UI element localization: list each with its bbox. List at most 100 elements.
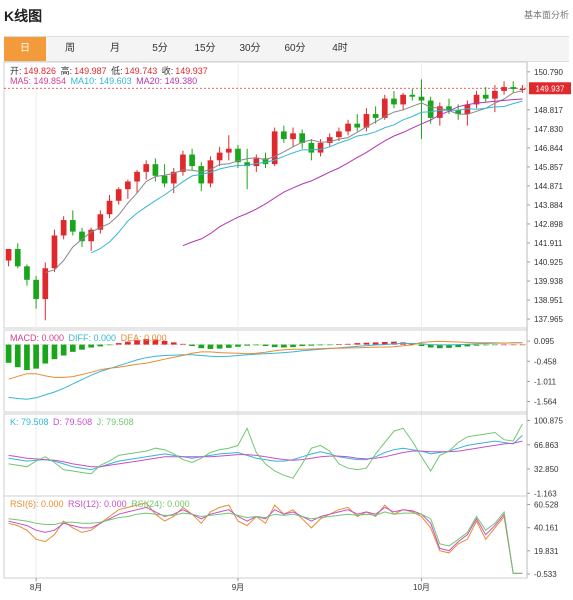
candle-body[interactable] <box>51 235 58 269</box>
candle-body[interactable] <box>69 220 76 232</box>
macd-tick-label: -0.458 <box>534 357 557 366</box>
candle-body[interactable] <box>409 94 416 97</box>
candle-body[interactable] <box>354 123 361 128</box>
candle-body[interactable] <box>308 142 315 153</box>
macd-bar <box>51 344 58 360</box>
tab-5min[interactable]: 5分 <box>152 43 168 54</box>
candle-body[interactable] <box>381 98 388 118</box>
candle-body[interactable] <box>79 231 85 242</box>
candle-body[interactable] <box>492 90 498 99</box>
kdj-tick-label: 100.875 <box>534 417 563 426</box>
candle-body[interactable] <box>180 154 186 172</box>
macd-bar <box>290 344 296 348</box>
price-tick-label: 147.830 <box>534 125 563 134</box>
candle-body[interactable] <box>317 142 324 153</box>
ma20-legend: MA20: 149.380 <box>136 76 198 86</box>
candle-body[interactable] <box>189 154 195 167</box>
macd-bar <box>161 340 168 345</box>
candle-body[interactable] <box>363 114 370 128</box>
rsi-tick-label: 40.161 <box>534 524 559 533</box>
candle-body[interactable] <box>97 214 104 230</box>
candle-body[interactable] <box>5 248 12 261</box>
candle-body[interactable] <box>281 131 287 140</box>
candle-body[interactable] <box>473 94 480 105</box>
tab-week[interactable]: 周 <box>65 43 75 54</box>
candle-body[interactable] <box>290 133 296 140</box>
macd-bar <box>381 342 388 345</box>
candle-body[interactable] <box>225 148 232 153</box>
candle-body[interactable] <box>345 123 351 132</box>
macd-bar <box>354 343 361 345</box>
candle-body[interactable] <box>106 200 113 215</box>
candle-body[interactable] <box>42 268 49 300</box>
candle-body[interactable] <box>198 166 205 184</box>
candle-body[interactable] <box>253 158 260 167</box>
candle-body[interactable] <box>455 110 462 115</box>
candle-body[interactable] <box>88 229 95 242</box>
candle-body[interactable] <box>326 137 333 143</box>
macd-bar <box>152 339 159 345</box>
macd-bar <box>225 344 232 348</box>
ohlc-legend: 开: 149.826 高: 149.987 低: 149.743 收: 149.937 <box>10 64 210 77</box>
close-value: 149.937 <box>175 66 208 76</box>
candle-body[interactable] <box>170 171 177 184</box>
macd-bar <box>14 344 21 368</box>
fundamental-analysis-link[interactable]: 基本面分析 <box>523 10 569 20</box>
tab-4hour[interactable]: 4时 <box>332 43 348 54</box>
rsi6-value: RSI(6): 0.000 <box>10 499 64 509</box>
tab-30min[interactable]: 30分 <box>239 43 261 54</box>
candle-body[interactable] <box>262 158 269 165</box>
candle-body[interactable] <box>33 279 39 300</box>
rsi-tick-label: 19.831 <box>534 547 559 556</box>
candle-body[interactable] <box>134 171 140 182</box>
candle-body[interactable] <box>427 100 434 118</box>
low-label: 低: <box>111 66 123 76</box>
candle-body[interactable] <box>60 220 67 236</box>
candle-body[interactable] <box>464 104 471 115</box>
candle-body[interactable] <box>244 162 250 167</box>
candle-body[interactable] <box>391 98 397 105</box>
candle-body[interactable] <box>336 131 342 138</box>
candle-body[interactable] <box>519 88 526 90</box>
rsi6-line <box>8 502 523 574</box>
tab-15min[interactable]: 15分 <box>194 43 216 54</box>
candle-body[interactable] <box>372 114 379 118</box>
candle-body[interactable] <box>400 94 406 105</box>
macd-bar <box>436 344 443 349</box>
candle-body[interactable] <box>161 175 168 184</box>
candle-body[interactable] <box>436 106 443 118</box>
macd-bar <box>473 344 480 346</box>
ma5-line <box>45 90 523 273</box>
candle-body[interactable] <box>510 87 517 89</box>
price-tick-label: 139.938 <box>534 277 563 286</box>
macd-bar <box>501 344 507 346</box>
candle-body[interactable] <box>446 106 452 111</box>
candle-body[interactable] <box>418 96 425 101</box>
tab-day[interactable]: 日 <box>4 37 46 61</box>
candle-body[interactable] <box>271 131 278 165</box>
macd-bar <box>244 344 250 346</box>
macd-tick-label: -1.011 <box>534 377 557 386</box>
candle-body[interactable] <box>143 164 150 172</box>
macd-bar <box>446 344 452 348</box>
macd-bar <box>299 344 306 347</box>
candle-body[interactable] <box>501 87 507 91</box>
macd-bar <box>42 344 49 364</box>
x-tick-label: 10月 <box>413 583 430 592</box>
tab-60min[interactable]: 60分 <box>284 43 306 54</box>
candle-body[interactable] <box>115 189 122 201</box>
candle-body[interactable] <box>299 133 306 143</box>
candle-body[interactable] <box>125 181 131 190</box>
candle-body[interactable] <box>235 148 241 163</box>
macd-bar <box>519 344 526 346</box>
candle-body[interactable] <box>14 248 21 267</box>
macd-bar <box>336 344 342 345</box>
candle-body[interactable] <box>24 266 30 280</box>
candle-body[interactable] <box>482 94 489 99</box>
kdj-tick-label: -1.163 <box>534 489 557 498</box>
tab-month[interactable]: 月 <box>110 43 120 54</box>
candle-body[interactable] <box>216 152 223 161</box>
candle-body[interactable] <box>152 164 159 176</box>
price-tick-label: 142.898 <box>534 220 563 229</box>
